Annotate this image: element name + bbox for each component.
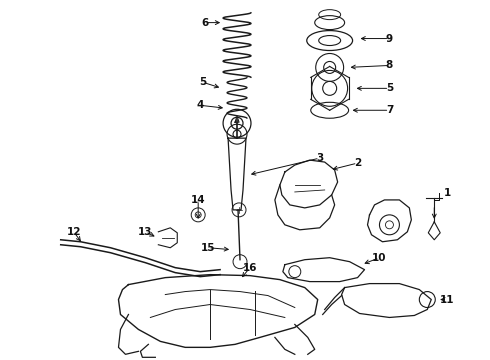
Text: 16: 16 [243, 263, 257, 273]
Text: 2: 2 [354, 158, 361, 168]
Text: 6: 6 [201, 18, 209, 28]
Text: 11: 11 [440, 294, 454, 305]
Text: 7: 7 [386, 105, 393, 115]
Text: 4: 4 [196, 100, 204, 110]
Text: 13: 13 [138, 227, 153, 237]
Text: 10: 10 [372, 253, 387, 263]
Text: 5: 5 [199, 77, 207, 87]
Text: 15: 15 [201, 243, 216, 253]
Text: 3: 3 [316, 153, 323, 163]
Text: 1: 1 [443, 188, 451, 198]
Text: 8: 8 [386, 60, 393, 71]
Text: 9: 9 [386, 33, 393, 44]
Text: 12: 12 [67, 227, 81, 237]
Text: 5: 5 [386, 84, 393, 93]
Text: 14: 14 [191, 195, 205, 205]
